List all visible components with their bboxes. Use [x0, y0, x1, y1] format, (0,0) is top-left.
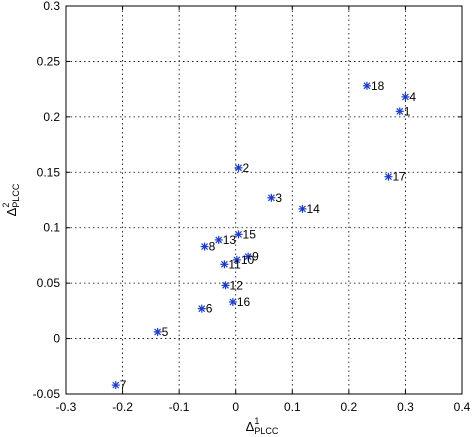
x-tick-label: 0.1 [284, 400, 301, 414]
x-tick-label: -0.2 [112, 400, 133, 414]
data-point: 11 [220, 257, 241, 271]
point-marker [362, 81, 371, 90]
point-label: 17 [392, 170, 406, 184]
data-point: 6 [197, 302, 213, 316]
x-axis-title-sub: PLCC [254, 426, 279, 436]
point-label: 11 [228, 257, 241, 271]
point-marker [384, 172, 393, 181]
point-label: 2 [243, 161, 250, 175]
data-point: 7 [111, 378, 127, 392]
data-point: 5 [153, 325, 169, 339]
point-marker [267, 193, 276, 202]
point-marker [298, 204, 307, 213]
point-label: 7 [120, 378, 127, 392]
point-marker [111, 381, 120, 390]
point-marker [228, 297, 237, 306]
x-tick-label: 0.3 [397, 400, 414, 414]
y-tick-label: 0.05 [37, 276, 61, 290]
y-axis-title-main: Δ [4, 207, 19, 216]
data-point: 9 [244, 250, 259, 264]
data-point: 16 [228, 295, 251, 309]
point-label: 12 [230, 278, 244, 292]
point-label: 18 [371, 79, 385, 93]
x-axis-title-sup: 1 [254, 416, 259, 426]
y-tick-label: 0 [53, 332, 60, 346]
data-point: 2 [234, 161, 250, 175]
y-tick-labels: -0.05 0 0.05 0.1 0.15 0.2 0.25 0.3 [33, 0, 61, 401]
data-point: 8 [200, 240, 216, 254]
y-tick-label: -0.05 [33, 387, 61, 401]
point-label: 15 [243, 227, 257, 241]
point-label: 4 [409, 90, 416, 104]
y-tick-label: 0.3 [43, 0, 60, 13]
data-point: 13 [214, 233, 237, 247]
data-point: 3 [267, 191, 282, 205]
x-tick-label: -0.3 [56, 400, 77, 414]
data-point: 14 [298, 202, 320, 216]
x-axis-title: Δ1 PLCC [246, 416, 279, 436]
x-axis-title-main: Δ [246, 419, 255, 434]
point-label: 9 [252, 250, 259, 264]
point-label: 10 [241, 253, 255, 267]
point-label: 16 [237, 295, 251, 309]
y-tick-label: 0.2 [43, 110, 60, 124]
point-label: 5 [162, 325, 169, 339]
point-marker [232, 255, 241, 264]
plot-area-frame [65, 5, 463, 395]
x-tick-label: 0.2 [341, 400, 358, 414]
point-marker [153, 327, 162, 336]
point-label: 8 [209, 240, 216, 254]
point-marker [214, 235, 223, 244]
data-point: 17 [384, 170, 406, 184]
point-marker [401, 92, 410, 101]
point-label: 6 [206, 302, 213, 316]
data-point: 12 [221, 278, 244, 292]
y-tick-label: 0.25 [37, 54, 61, 68]
point-marker [395, 107, 404, 116]
y-axis-title-sup: 2 [1, 203, 11, 208]
x-tick-label: 0 [232, 400, 239, 414]
x-tick-label: 0.4 [454, 400, 471, 414]
y-tick-label: 0.1 [43, 221, 60, 235]
data-point: 15 [234, 227, 257, 241]
point-marker [220, 260, 229, 269]
point-marker [234, 163, 243, 172]
data-point: 10 [232, 253, 255, 267]
x-tick-label: -0.1 [169, 400, 190, 414]
point-marker [200, 242, 209, 251]
point-label: 1 [404, 104, 411, 118]
y-tick-label: 0.15 [37, 165, 61, 179]
ticks [65, 5, 463, 395]
grid [66, 6, 462, 394]
point-marker [244, 252, 253, 261]
data-point: 1 [395, 104, 411, 118]
point-marker [197, 304, 206, 313]
point-marker [234, 230, 243, 239]
y-axis-title-sub: PLCC [11, 183, 21, 208]
point-marker [221, 281, 230, 290]
point-label: 13 [223, 233, 237, 247]
y-axis-title: Δ2PLCC [1, 183, 21, 216]
x-tick-labels: -0.3 -0.2 -0.1 0 0.1 0.2 0.3 0.4 [56, 400, 471, 414]
point-label: 14 [306, 202, 320, 216]
data-point: 4 [401, 90, 416, 104]
data-point: 18 [362, 79, 385, 93]
point-label: 3 [275, 191, 282, 205]
